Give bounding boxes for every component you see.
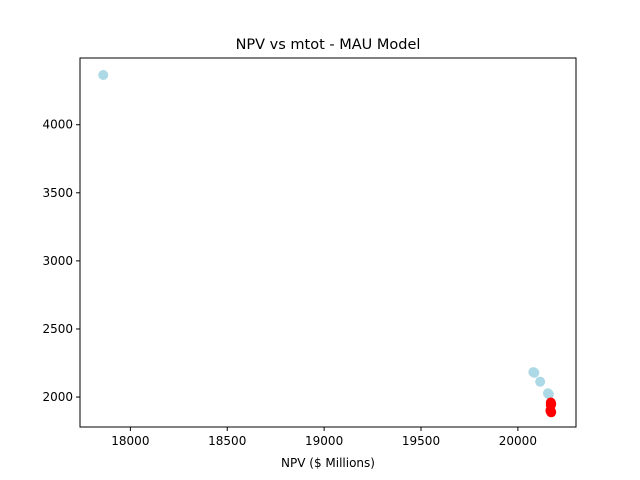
data-point-s0-5 (543, 389, 554, 400)
x-tick-label-0: 18000 (111, 434, 149, 448)
y-axis-ticks: 2000 2500 3000 3500 4000 (42, 118, 80, 404)
x-axis-title: NPV ($ Millions) (281, 456, 375, 470)
data-point-s0-3 (535, 376, 546, 387)
data-point-s1-5 (546, 407, 557, 418)
y-tick-label-4: 4000 (42, 118, 73, 132)
y-tick-label-0: 2000 (42, 390, 73, 404)
y-tick-label-3: 3500 (42, 186, 73, 200)
chart-title: NPV vs mtot - MAU Model (236, 37, 421, 53)
data-point-s0-2 (529, 367, 540, 378)
data-point-s0-0 (98, 70, 109, 81)
plot-frame (79, 57, 577, 428)
x-tick-label-3: 19500 (402, 434, 440, 448)
x-tick-label-4: 20000 (499, 434, 537, 448)
points-layer (98, 70, 557, 418)
y-tick-label-1: 2500 (42, 322, 73, 336)
x-axis-ticks: 18000 18500 19000 19500 20000 (111, 427, 537, 448)
y-tick-label-2: 3000 (42, 254, 73, 268)
x-tick-label-1: 18500 (208, 434, 246, 448)
x-tick-label-2: 19000 (305, 434, 343, 448)
